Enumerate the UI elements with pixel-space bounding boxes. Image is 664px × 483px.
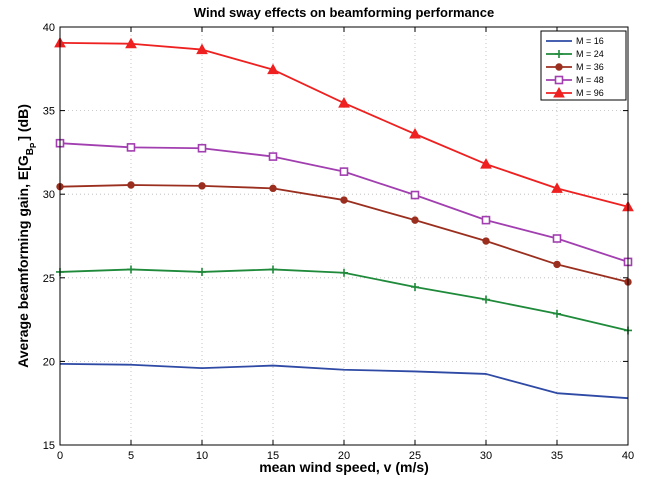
- data-point: [339, 167, 349, 176]
- legend-label: M = 48: [576, 75, 604, 85]
- data-point: [553, 309, 561, 318]
- data-point: [196, 43, 208, 55]
- grid-lines: [60, 27, 628, 445]
- data-point: [552, 234, 562, 243]
- y-axis-label-sub-p: P: [29, 142, 38, 148]
- data-point: [551, 182, 563, 193]
- y-axis-label-sub-b: B: [25, 148, 36, 155]
- y-axis-label-main: Average beamforming gain, E[G: [15, 155, 31, 368]
- data-point: [268, 152, 278, 161]
- data-point: [411, 282, 419, 291]
- legend-item: M = 96: [546, 86, 604, 98]
- legend-item: M = 48: [546, 75, 604, 85]
- legend-box: [540, 30, 627, 101]
- data-point: [338, 97, 350, 108]
- series-5: [54, 36, 634, 212]
- x-tick-label: 30: [480, 450, 492, 462]
- data-point: [481, 215, 491, 225]
- y-tick-label: 20: [43, 356, 55, 368]
- x-tick-label: 20: [338, 450, 350, 462]
- legend-item: M = 24: [546, 49, 604, 59]
- x-tick-label: 10: [196, 450, 208, 462]
- legend-label: M = 16: [576, 36, 604, 46]
- data-point: [410, 190, 420, 200]
- legend-marker: [555, 50, 563, 58]
- legend-marker: [554, 75, 564, 85]
- x-tick-label: 5: [128, 450, 134, 462]
- data-point: [198, 182, 206, 190]
- x-tick-label: 35: [551, 450, 563, 462]
- data-point: [269, 184, 277, 193]
- data-point: [126, 143, 136, 152]
- y-tick-label: 25: [43, 273, 55, 285]
- axis-ticks: 0 5 10 15 20 25 30 35 40 15 20 25 30 35 40: [43, 22, 634, 462]
- x-tick-label: 40: [622, 450, 634, 462]
- series-line: [59, 363, 629, 400]
- y-tick-label: 15: [43, 440, 55, 452]
- data-point: [480, 158, 492, 169]
- series-3: [56, 181, 632, 286]
- data-point: [127, 265, 135, 274]
- y-axis-label: Average beamforming gain, E[GBP] (dB): [15, 104, 38, 368]
- data-point: [198, 267, 206, 276]
- chart-title: Wind sway effects on beamforming perform…: [194, 5, 494, 20]
- data-point: [267, 63, 279, 75]
- data-point: [197, 143, 207, 153]
- x-tick-label: 0: [57, 450, 63, 462]
- legend: M = 16 M = 24 M = 36 M = 48 M = 96: [540, 30, 627, 101]
- legend-label: M = 96: [576, 88, 604, 98]
- x-tick-label: 25: [409, 450, 421, 462]
- legend-label: M = 36: [576, 62, 604, 72]
- data-point: [409, 127, 421, 139]
- data-point: [127, 181, 135, 189]
- data-point: [340, 196, 348, 204]
- series-layer: [54, 36, 634, 400]
- y-tick-label: 40: [43, 22, 55, 34]
- y-axis-label-end: ] (dB): [15, 104, 31, 141]
- data-point: [553, 260, 561, 269]
- data-point: [411, 216, 419, 224]
- y-tick-label: 35: [43, 106, 55, 118]
- x-axis-label: mean wind speed, v (m/s): [259, 459, 429, 475]
- data-point: [125, 37, 137, 49]
- data-point: [269, 265, 277, 274]
- legend-item: M = 36: [546, 62, 604, 72]
- legend-marker: [555, 63, 563, 71]
- data-point: [340, 268, 348, 277]
- legend-label: M = 24: [576, 49, 604, 59]
- legend-marker: [553, 86, 565, 98]
- data-point: [482, 237, 490, 245]
- data-point: [482, 295, 490, 304]
- series-1: [59, 363, 629, 400]
- x-tick-label: 15: [267, 450, 279, 462]
- y-tick-label: 30: [43, 189, 55, 201]
- legend-item: M = 16: [546, 36, 604, 46]
